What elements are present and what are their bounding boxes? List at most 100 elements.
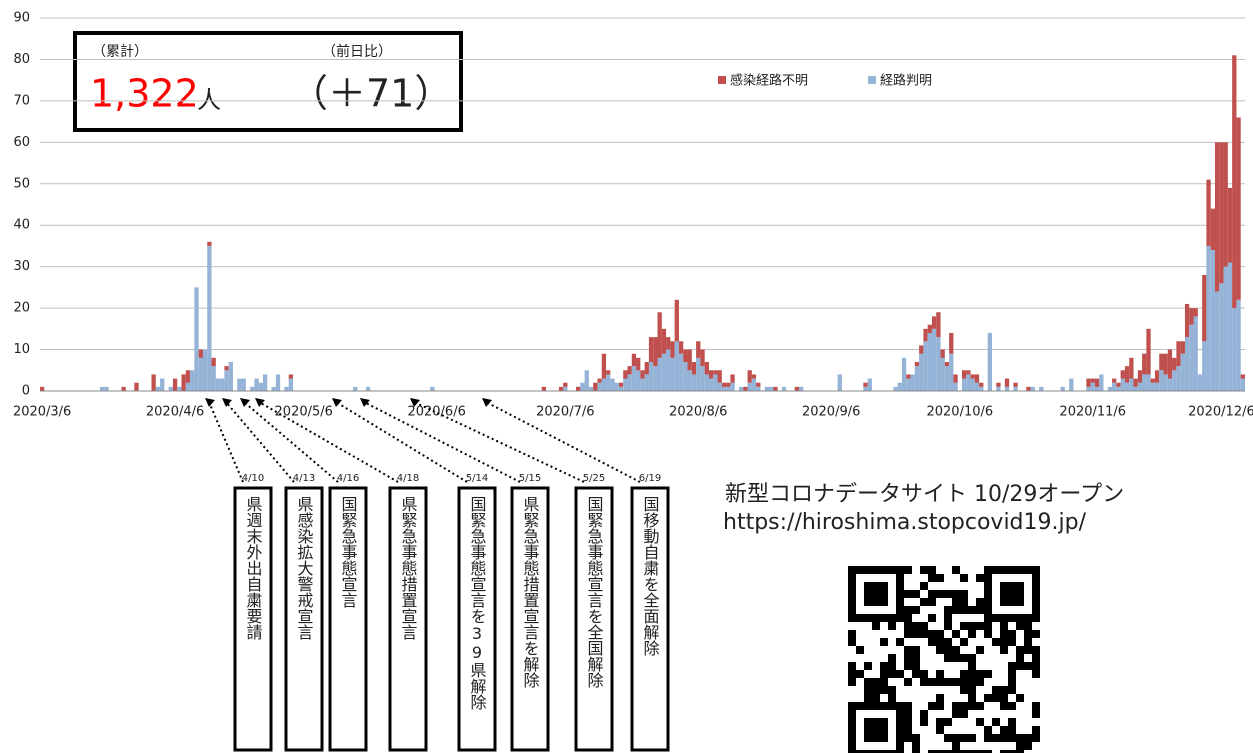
qr-cell (1016, 662, 1024, 670)
qr-cell (1024, 734, 1032, 742)
bar-segment (1120, 378, 1125, 391)
qr-cell (1000, 686, 1008, 694)
bar-segment (104, 386, 109, 391)
qr-cell (1000, 750, 1008, 753)
bar-segment (636, 370, 641, 391)
qr-cell (976, 718, 984, 726)
bar-segment (1163, 374, 1168, 391)
bar-segment (1176, 341, 1181, 367)
qr-cell (1000, 726, 1008, 734)
bar-segment (708, 370, 714, 379)
bar-segment (160, 378, 165, 391)
bar-segment (743, 386, 748, 391)
bar-segment (1159, 370, 1164, 391)
bar-segment (1189, 308, 1194, 325)
bar-segment (228, 361, 233, 391)
bar-segment (781, 386, 787, 391)
site-url: https://hiroshima.stopcovid19.jp/ (723, 510, 1087, 535)
bar-segment (121, 386, 126, 391)
qr-cell (984, 734, 992, 742)
qr-cell (896, 638, 904, 646)
bar-segment (1180, 353, 1185, 391)
bar-segment (653, 366, 658, 391)
bar-segment (987, 332, 992, 391)
arrow-line (413, 401, 585, 483)
qr-cell (968, 734, 976, 742)
qr-cell (912, 590, 920, 598)
bar-segment (198, 349, 203, 358)
bar-segment (644, 374, 649, 391)
bar-segment (974, 382, 980, 391)
bar-segment (250, 386, 255, 391)
bar-segment (563, 382, 568, 387)
y-tick-label: 60 (13, 135, 30, 150)
bar-segment (648, 337, 654, 362)
qr-cell (1032, 734, 1040, 742)
qr-cell (1024, 630, 1032, 638)
legend-swatch (718, 76, 726, 84)
qr-cell (1008, 686, 1016, 694)
legend-label: 経路判明 (880, 73, 932, 89)
qr-cell (1016, 622, 1024, 630)
y-tick-label: 90 (13, 11, 30, 26)
qr-cell (904, 662, 912, 670)
qr-cell (912, 654, 920, 662)
bar-segment (721, 386, 727, 391)
arrow-head (482, 398, 492, 407)
bar-segment (1210, 250, 1215, 391)
qr-cell (864, 686, 872, 694)
qr-cell (1008, 662, 1016, 670)
bar-segment (1112, 378, 1117, 383)
summary-box (73, 31, 463, 132)
bar-segment (618, 382, 624, 387)
bar-segment (923, 328, 928, 342)
qr-cell (1000, 630, 1008, 638)
bar-segment (979, 382, 984, 387)
y-tick-label: 80 (13, 52, 30, 67)
bar-segment (168, 386, 173, 391)
bar-segment (751, 374, 757, 379)
bar-segment (1154, 382, 1160, 391)
bar-segment (970, 378, 975, 391)
bar-segment (747, 370, 752, 383)
bar-segment (691, 361, 697, 375)
bar-segment (1236, 299, 1241, 391)
bar-segment (1184, 303, 1190, 338)
qr-cell (880, 662, 888, 670)
bar-segment (1240, 374, 1245, 379)
bar-segment (1210, 208, 1215, 251)
bar-segment (940, 349, 945, 358)
bar-segment (215, 378, 221, 391)
bar-segment (100, 386, 105, 391)
arrow-line (363, 401, 521, 483)
bar-segment (614, 382, 619, 391)
x-tick-label: 2020/8/6 (669, 405, 727, 420)
bar-segment (794, 386, 800, 391)
bar-segment (661, 328, 667, 354)
qr-cell (920, 630, 928, 638)
arrow-line (258, 401, 399, 483)
qr-cell (1024, 662, 1032, 670)
bar-segment (1146, 328, 1151, 375)
bar-segment (1206, 179, 1211, 246)
bar-segment (683, 361, 688, 391)
bar-segment (1129, 357, 1134, 379)
qr-cell (960, 710, 968, 718)
qr-cell (1008, 750, 1016, 753)
bar-segment (756, 382, 761, 387)
bar-segment (966, 370, 971, 375)
annotation-date: 5/14 (466, 473, 488, 484)
qr-cell (960, 598, 968, 606)
bar-segment (696, 357, 701, 391)
bar-segment (1060, 386, 1065, 391)
qr-cell (952, 678, 960, 686)
annotation-text: 県感染拡大警戒宣言 (295, 496, 314, 640)
bar-segment (237, 378, 242, 391)
bar-segment (1227, 262, 1233, 391)
annotation-box (284, 486, 324, 752)
x-tick-label: 2020/10/6 (926, 405, 993, 420)
qr-cell (992, 718, 1000, 726)
qr-cell (888, 694, 896, 702)
qr-cell (944, 718, 952, 726)
